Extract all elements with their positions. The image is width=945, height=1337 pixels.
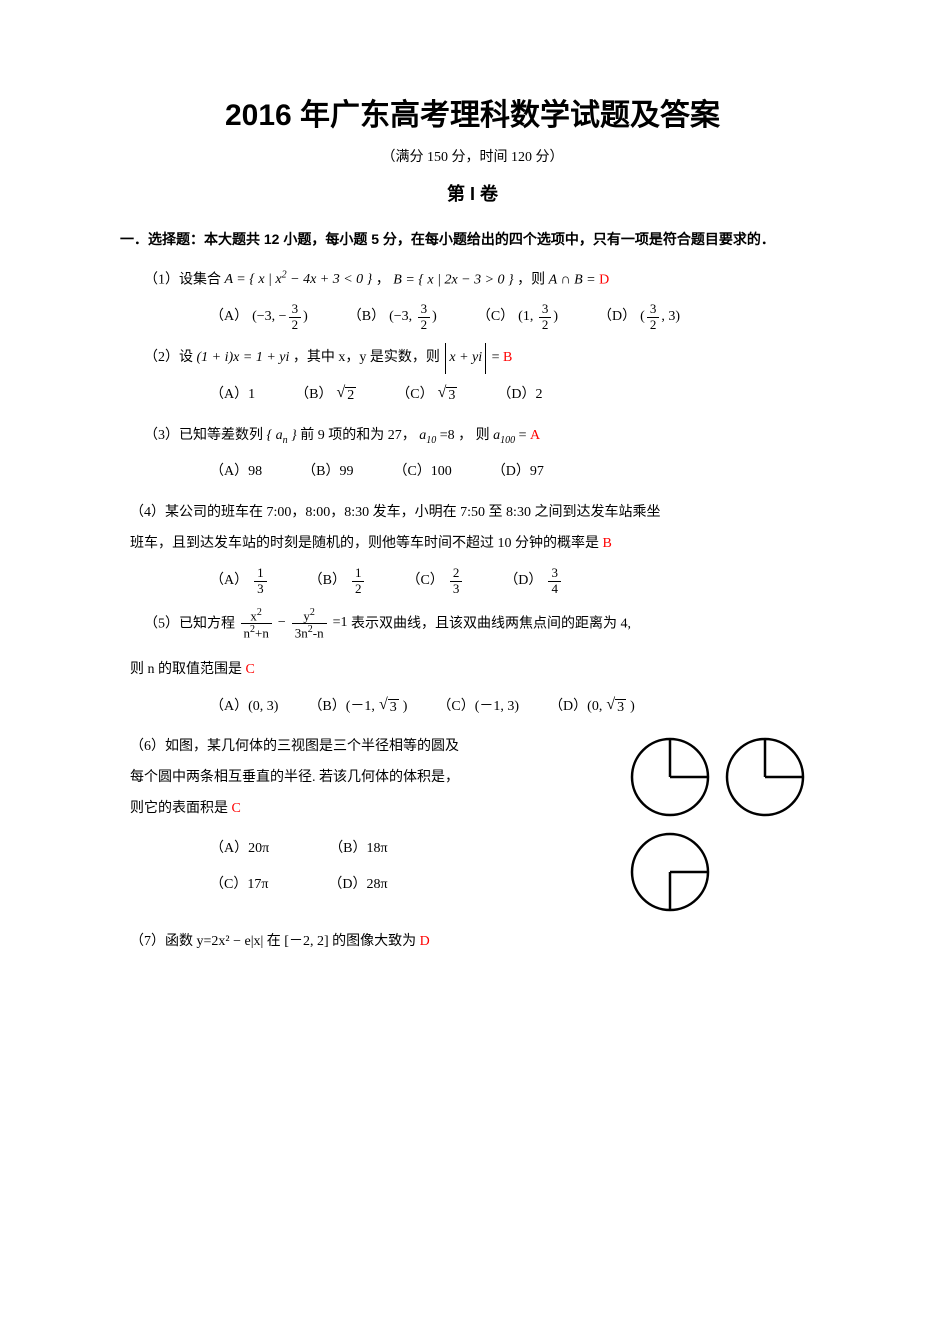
q2-opt-C: （C） √3 <box>396 380 457 411</box>
q5-options: （A）(0, 3) （B）(－1, √3 ) （C）(－1, 3) （D）(0,… <box>210 692 825 723</box>
q1-tail: ，则 <box>517 272 549 287</box>
section-1-heading: 一．选择题：本大题共 12 小题，每小题 5 分，在每小题给出的四个选项中，只有… <box>120 224 825 255</box>
volume-heading: 第 I 卷 <box>120 180 825 206</box>
q5-answer: C <box>246 662 255 677</box>
q1-expr: A ∩ B = <box>549 272 599 287</box>
q3-a10: a10 <box>419 428 436 443</box>
q1-opt-A: （A） (−3, −32) <box>210 302 308 333</box>
question-1: （1）设集合 A = { x | x2 − 4x + 3 < 0 } ， B =… <box>120 265 825 296</box>
q5-opt-A: （A）(0, 3) <box>210 692 278 723</box>
q7-text: （7）函数 y=2x² − e|x| 在 [－2, 2] 的图像大致为 <box>130 934 420 949</box>
q6-line3: 则它的表面积是 <box>130 801 232 816</box>
question-7: （7）函数 y=2x² − e|x| 在 [－2, 2] 的图像大致为 D <box>120 927 825 958</box>
q6-opt-A: （A）20π <box>210 831 269 867</box>
q6-opt-C: （C）17π <box>210 867 268 903</box>
q2-options: （A）1 （B） √2 （C） √3 （D）2 <box>210 380 825 411</box>
doc-title: 2016 年广东高考理科数学试题及答案 <box>120 90 825 134</box>
q2-opt-A: （A）1 <box>210 380 255 411</box>
q3-opt-B: （B）99 <box>302 457 353 488</box>
q2-eq: (1 + i)x = 1 + yi <box>197 350 290 365</box>
q2-mid: ，其中 x，y 是实数，则 <box>293 350 444 365</box>
q6-opt-D: （D）28π <box>328 867 387 903</box>
q2-abs: x + yi <box>445 343 486 374</box>
q5-opt-C: （C）(－1, 3) <box>437 692 519 723</box>
q5-head: （5）已知方程 <box>144 616 239 631</box>
doc-subtitle: （满分 150 分，时间 120 分） <box>120 146 825 166</box>
q3-mid: 前 9 项的和为 27， <box>300 428 416 443</box>
q3-answer: A <box>530 428 540 443</box>
q4-options: （A） 13 （B） 12 （C） 23 （D） 34 <box>210 566 825 597</box>
q6-figure <box>625 732 825 927</box>
question-2: （2）设 (1 + i)x = 1 + yi ，其中 x，y 是实数，则 x +… <box>120 343 825 374</box>
q6-opt-B: （B）18π <box>329 831 387 867</box>
question-5: （5）已知方程 x2n2+n − y23n2-n =1 表示双曲线，且该双曲线两… <box>120 607 825 686</box>
q3-opt-A: （A）98 <box>210 457 262 488</box>
q3-opt-D: （D）97 <box>492 457 544 488</box>
q4-line2: 班车，且到达发车站的时刻是随机的，则他等车时间不超过 10 分钟的概率是 <box>130 536 603 551</box>
q6-answer: C <box>232 801 241 816</box>
q2-opt-B: （B） √2 <box>295 380 356 411</box>
q2-answer: B <box>503 350 512 365</box>
q5-opt-B: （B）(－1, √3 ) <box>308 692 407 723</box>
q3-options: （A）98 （B）99 （C）100 （D）97 <box>210 457 825 488</box>
question-6: （6）如图，某几何体的三视图是三个半径相等的圆及 每个圆中两条相互垂直的半径. … <box>120 732 825 927</box>
three-views-icon <box>625 732 815 922</box>
q2-opt-D: （D）2 <box>497 380 542 411</box>
q2-head: （2）设 <box>144 350 193 365</box>
q1-options: （A） (−3, −32) （B） (−3, 32) （C） (1, 32) （… <box>210 302 825 333</box>
q1-comma1: ， <box>376 272 390 287</box>
q6-options: （A）20π （B）18π （C）17π （D）28π <box>210 831 615 904</box>
q6-line2: 每个圆中两条相互垂直的半径. 若该几何体的体积是， <box>130 763 615 794</box>
q1-answer: D <box>599 272 609 287</box>
q3-tail: = <box>519 428 530 443</box>
q3-seq: { an } <box>267 428 297 443</box>
q5-line2: 则 n 的取值范围是 <box>130 662 246 677</box>
q1-opt-B: （B） (−3, 32) <box>348 302 437 333</box>
q4-answer: B <box>603 536 612 551</box>
q3-mid2: =8 ， 则 <box>440 428 493 443</box>
q1-setA: A = { x | x2 − 4x + 3 < 0 } <box>225 272 373 287</box>
q1-opt-D: （D） (32, 3) <box>598 302 680 333</box>
q4-opt-D: （D） 34 <box>504 566 563 597</box>
q1-setB: B = { x | 2x − 3 > 0 } <box>393 272 513 287</box>
q3-head: （3）已知等差数列 <box>144 428 267 443</box>
q5-opt-D: （D）(0, √3 ) <box>549 692 635 723</box>
q3-a100: a100 <box>493 428 515 443</box>
q4-opt-A: （A） 13 <box>210 566 269 597</box>
question-3: （3）已知等差数列 { an } 前 9 项的和为 27， a10 =8 ， 则… <box>120 421 825 452</box>
q4-line1: （4）某公司的班车在 7:00，8:00，8:30 发车，小明在 7:50 至 … <box>130 498 825 529</box>
q1-head: （1）设集合 <box>144 272 225 287</box>
q3-opt-C: （C）100 <box>393 457 451 488</box>
question-4: （4）某公司的班车在 7:00，8:00，8:30 发车，小明在 7:50 至 … <box>120 498 825 560</box>
q7-answer: D <box>420 934 430 949</box>
q1-opt-C: （C） (1, 32) <box>477 302 558 333</box>
q6-line1: （6）如图，某几何体的三视图是三个半径相等的圆及 <box>130 732 615 763</box>
q5-mid: 表示双曲线，且该双曲线两焦点间的距离为 4, <box>351 616 631 631</box>
q4-opt-B: （B） 12 <box>309 566 367 597</box>
q4-opt-C: （C） 23 <box>406 566 464 597</box>
